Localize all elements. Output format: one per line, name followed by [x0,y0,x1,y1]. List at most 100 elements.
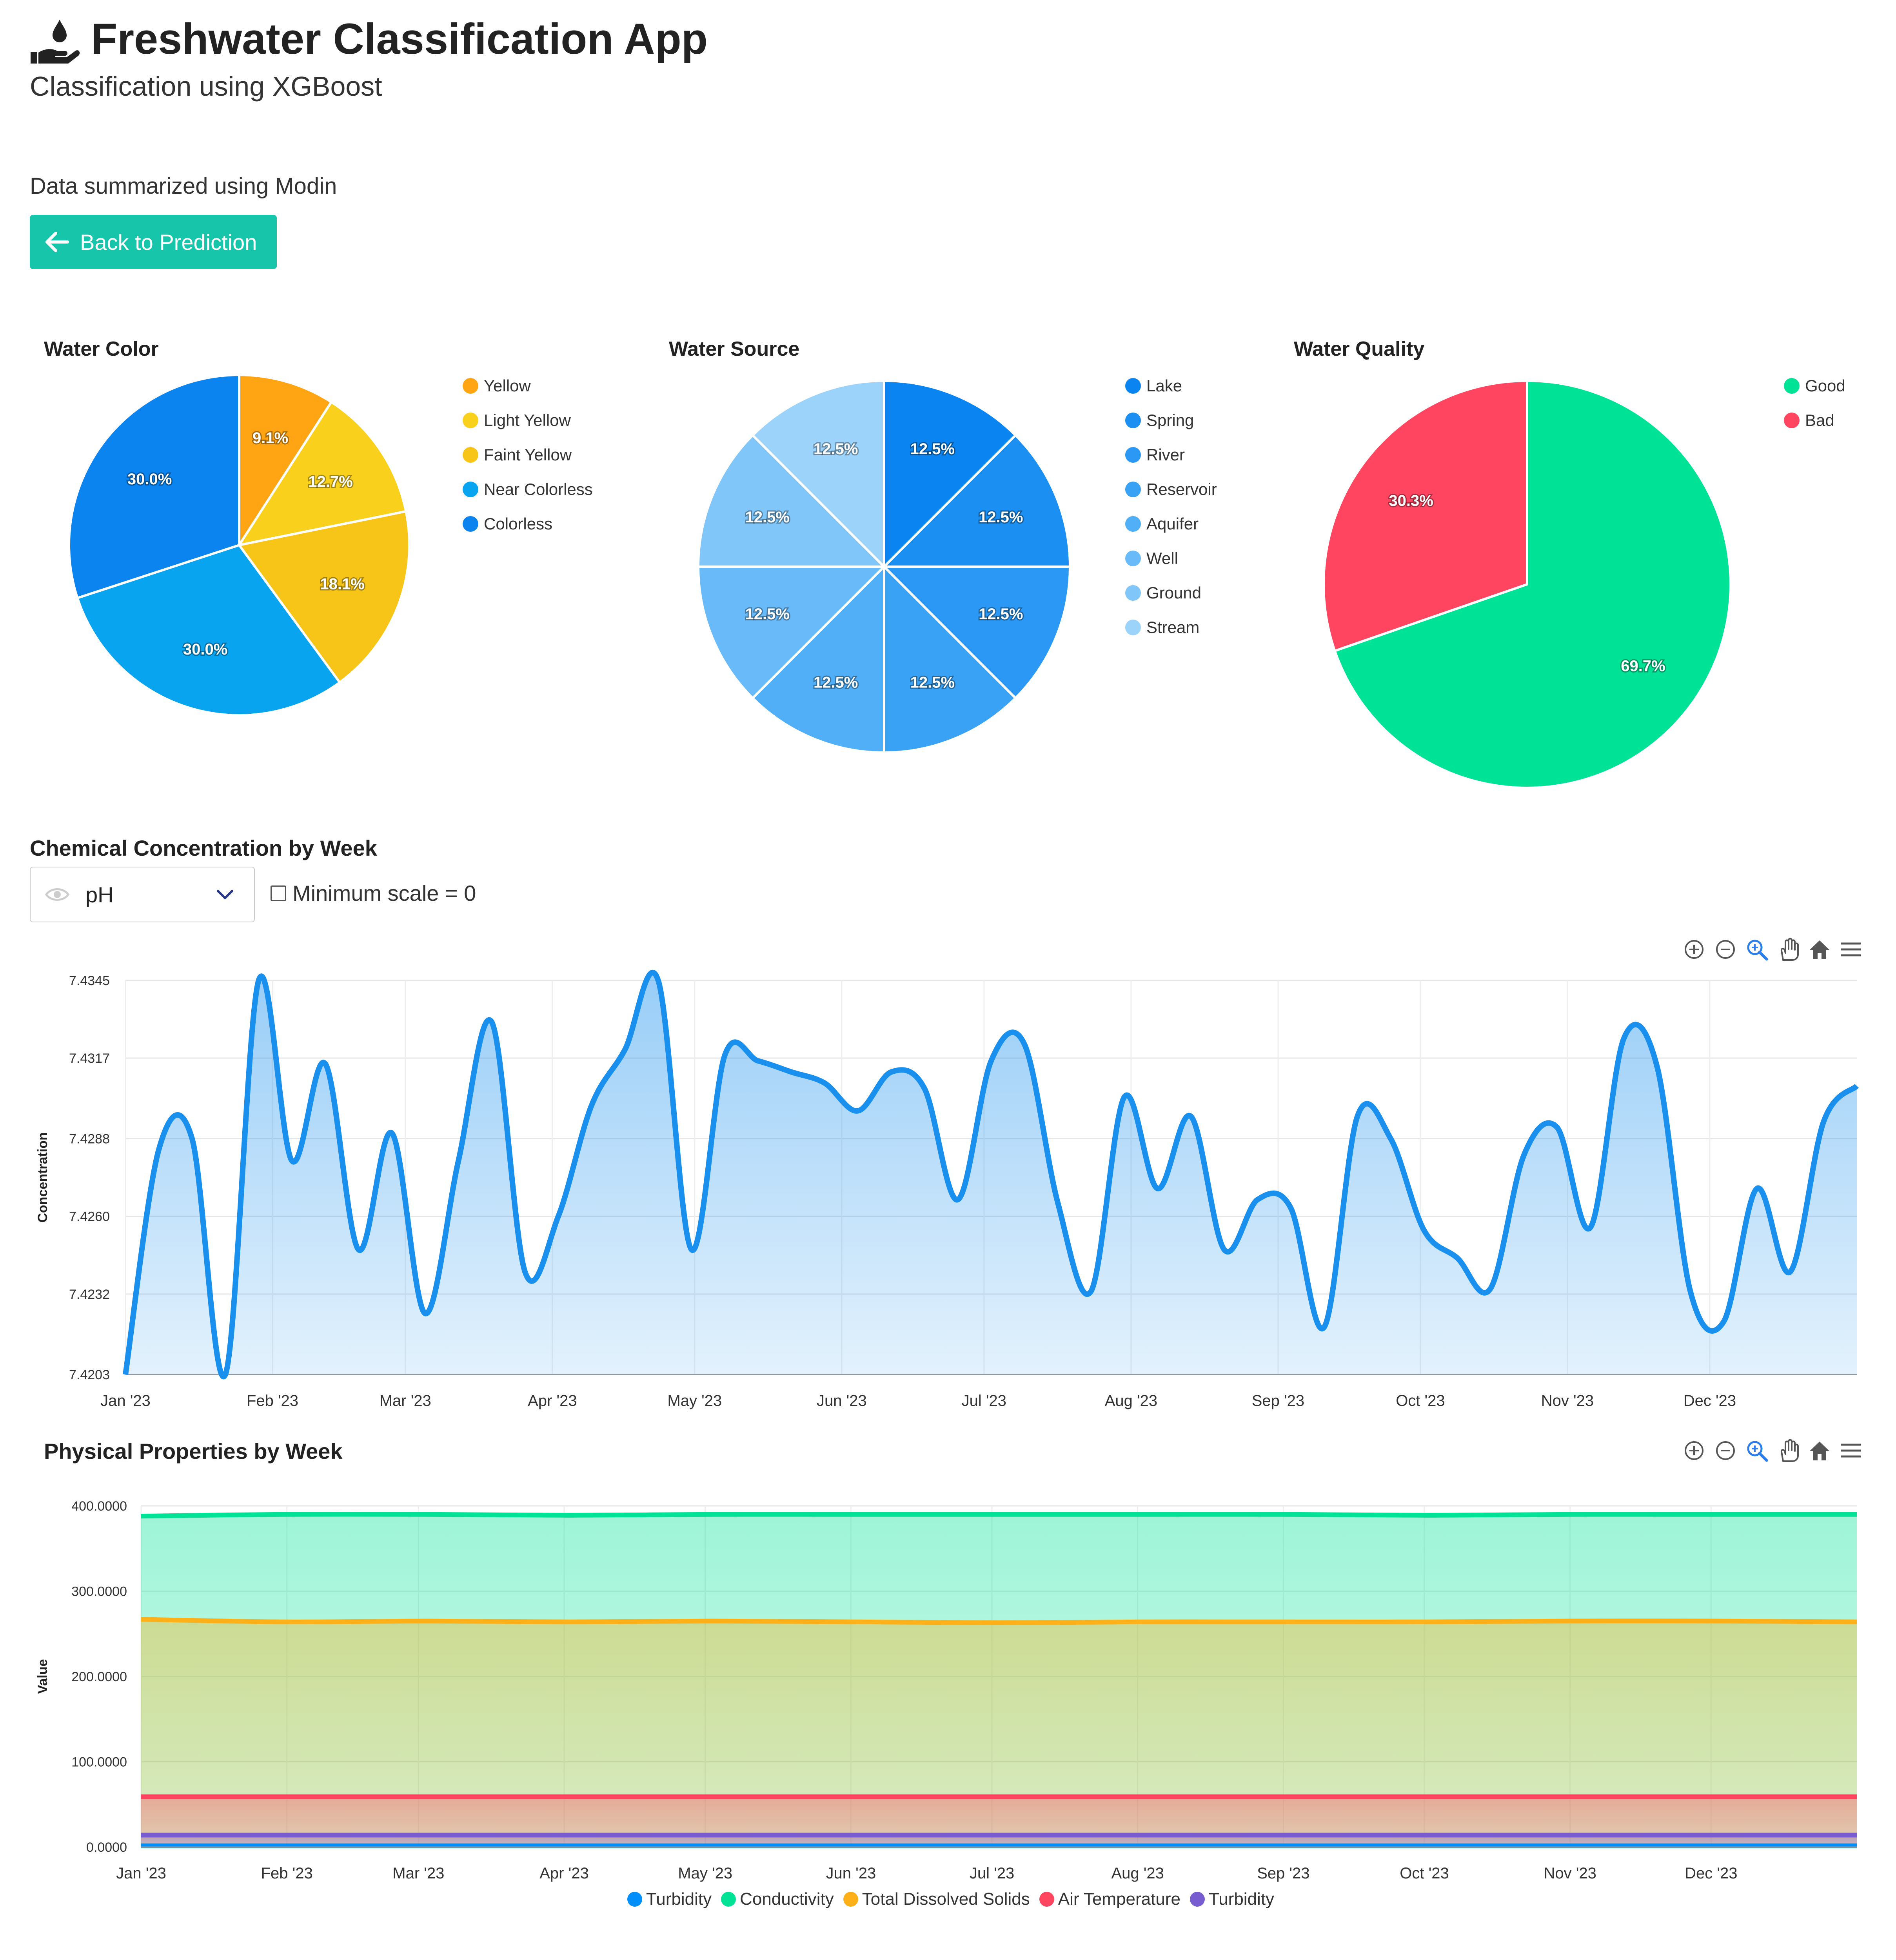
reset-home-icon[interactable] [1807,1438,1832,1463]
pie-slice-good[interactable] [1333,379,1732,789]
legend-item-yellow[interactable]: Yellow [463,369,593,403]
eye-icon [45,888,70,901]
legend-item-aquifer[interactable]: Aquifer [1125,507,1217,541]
legend-label: Reservoir [1146,480,1217,498]
legend-label: Total Dissolved Solids [862,1889,1030,1909]
legend-marker [463,378,478,394]
legend-item-ground[interactable]: Ground [1125,576,1217,610]
back-to-prediction-button[interactable]: Back to Prediction [30,215,277,269]
legend-item-river[interactable]: River [1125,438,1217,472]
legend-marker [463,516,478,532]
x-tick-label: Oct '23 [1396,1392,1445,1409]
legend-item-near-colorless[interactable]: Near Colorless [463,472,593,507]
water-source-pie: 12.5% 12.5% 12.5% 12.5% 12.5% 12.5% 12.5% 12.5% [697,379,1071,754]
legend-item-light-yellow[interactable]: Light Yellow [463,403,593,438]
y-tick-label: 100.0000 [71,1755,127,1770]
series-line-conductivity[interactable] [141,1512,1857,1519]
legend-label: Turbidity [1208,1889,1275,1909]
legend-label: Faint Yellow [484,445,572,464]
menu-icon[interactable] [1839,1438,1863,1463]
legend-label: Colorless [484,515,553,533]
chemical-concentration-chart: 7.4345 7.4317 7.4288 7.4260 7.4232 7.4203 Jan … [35,969,1859,1409]
pie-label-river: 12.5% [979,605,1023,623]
zoom-select-icon[interactable] [1745,937,1769,962]
area-fill-total-dissolved-solids [141,1619,1857,1847]
legend-item-reservoir[interactable]: Reservoir [1125,472,1217,507]
legend-marker [1125,516,1141,532]
pie-label-faint-yellow: 18.1% [320,575,364,593]
series-line-ph[interactable] [123,969,1859,1380]
pie-label-reservoir: 12.5% [910,674,955,691]
zoom-in-icon[interactable] [1682,937,1706,962]
legend-item-conductivity[interactable]: Conductivity [721,1889,834,1909]
zoom-select-icon[interactable] [1745,1438,1769,1463]
physical-chart-toolbar [1682,1438,1863,1463]
legend-marker [463,413,478,428]
min-scale-checkbox[interactable] [271,885,286,901]
pie-label-bad: 30.3% [1389,492,1433,509]
pie-slice-faint-yellow[interactable] [237,510,410,684]
menu-icon[interactable] [1839,937,1863,962]
legend-label: Bad [1805,411,1834,429]
legend-item-air-temperature[interactable]: Air Temperature [1039,1889,1180,1909]
water-color-legend: Yellow Light Yellow Faint Yellow Near Color… [463,369,593,541]
reset-home-icon[interactable] [1807,937,1832,962]
legend-item-well[interactable]: Well [1125,541,1217,576]
pie-slice-lake[interactable] [883,379,1017,570]
pie-slice-river[interactable] [881,565,1071,700]
x-tick-label: Jul '23 [970,1865,1014,1882]
physical-section-title: Physical Properties by Week [44,1439,343,1464]
legend-item-turbidity[interactable]: Turbidity [1190,1889,1274,1909]
x-tick-label: Oct '23 [1400,1865,1449,1882]
zoom-out-icon[interactable] [1713,937,1738,962]
y-axis-title: Value [35,1659,50,1694]
pie-slice-reservoir[interactable] [883,564,1017,754]
legend-label: Conductivity [740,1889,834,1909]
legend-item-faint-yellow[interactable]: Faint Yellow [463,438,593,472]
series-line-total-dissolved-solids[interactable] [141,1617,1857,1625]
pie-label-stream: 12.5% [814,440,858,458]
legend-item-colorless[interactable]: Colorless [463,507,593,541]
legend-item-spring[interactable]: Spring [1125,403,1217,438]
pie-slice-near-colorless[interactable] [76,544,341,716]
legend-item-stream[interactable]: Stream [1125,610,1217,645]
pie-slice-spring[interactable] [881,433,1071,568]
pie-slice-light-yellow[interactable] [236,400,407,547]
x-tick-label: Jul '23 [962,1392,1006,1409]
legend-item-lake[interactable]: Lake [1125,369,1217,403]
pan-hand-icon[interactable] [1776,1438,1800,1463]
legend-item-bad[interactable]: Bad [1784,403,1845,438]
x-tick-label: Feb '23 [247,1392,298,1409]
back-button-label: Back to Prediction [80,229,257,255]
y-axis-title: Concentration [35,1132,50,1222]
zoom-in-icon[interactable] [1682,1438,1706,1463]
chemical-chart-toolbar [1682,937,1863,962]
legend-label: Ground [1146,584,1202,602]
legend-item-turbidity[interactable]: Turbidity [627,1889,712,1909]
x-tick-label: Jan '23 [100,1392,151,1409]
metric-select[interactable]: pH [30,867,255,922]
legend-label: Near Colorless [484,480,593,498]
zoom-out-icon[interactable] [1713,1438,1738,1463]
pie-slice-well[interactable] [697,565,887,700]
pie-slice-colorless[interactable] [68,373,240,600]
pie-label-lake: 12.5% [910,440,955,458]
legend-marker [627,1892,642,1907]
legend-marker [463,447,478,463]
min-scale-toggle[interactable]: Minimum scale = 0 [271,880,476,906]
pan-hand-icon[interactable] [1776,937,1800,962]
y-tick-label: 7.4232 [69,1287,110,1302]
legend-item-good[interactable]: Good [1784,369,1845,403]
legend-label: Good [1805,376,1845,395]
pie-slice-stream[interactable] [751,379,885,570]
x-tick-label: Jan '23 [116,1865,166,1882]
x-tick-label: Sep '23 [1252,1392,1304,1409]
x-tick-label: Apr '23 [539,1865,589,1882]
pie-slice-ground[interactable] [697,433,887,568]
legend-item-total-dissolved-solids[interactable]: Total Dissolved Solids [843,1889,1030,1909]
pie-slice-aquifer[interactable] [751,564,885,754]
pie-label-good: 69.7% [1621,657,1665,675]
water-source-title: Water Source [669,338,800,360]
pie-slice-yellow[interactable] [238,373,333,549]
pie-slice-bad[interactable] [1322,379,1528,653]
